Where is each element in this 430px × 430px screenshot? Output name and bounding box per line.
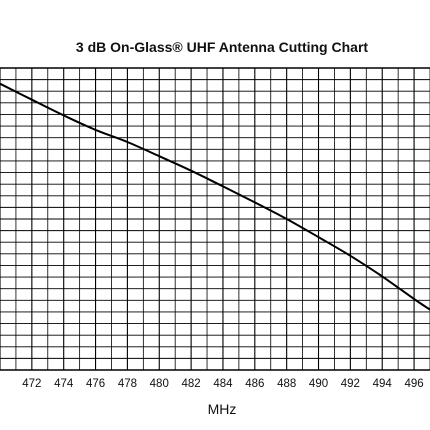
x-tick-label: 476 bbox=[86, 378, 105, 390]
x-tick-label: 492 bbox=[341, 378, 360, 390]
x-tick-label: 490 bbox=[309, 378, 328, 390]
x-tick-labels: 472 474 476 478 480 482 484 486 488 490 492 494 496 bbox=[22, 378, 423, 390]
x-axis-label: MHz bbox=[208, 401, 237, 417]
x-tick-label: 488 bbox=[277, 378, 296, 390]
x-tick-label: 484 bbox=[213, 378, 233, 390]
cutting-curve-line bbox=[0, 82, 430, 311]
x-tick-label: 496 bbox=[404, 378, 423, 390]
x-tick-label: 472 bbox=[22, 378, 41, 390]
chart-title: 3 dB On-Glass® UHF Antenna Cutting Chart bbox=[76, 39, 368, 55]
x-tick-label: 494 bbox=[373, 378, 393, 390]
x-tick-label: 478 bbox=[118, 378, 137, 390]
x-tick-label: 474 bbox=[54, 378, 74, 390]
x-tick-label: 482 bbox=[182, 378, 201, 390]
series-line-group bbox=[0, 82, 430, 311]
horizontal-grid bbox=[0, 67, 430, 371]
x-tick-label: 480 bbox=[150, 378, 169, 390]
x-tick-label: 486 bbox=[245, 378, 264, 390]
